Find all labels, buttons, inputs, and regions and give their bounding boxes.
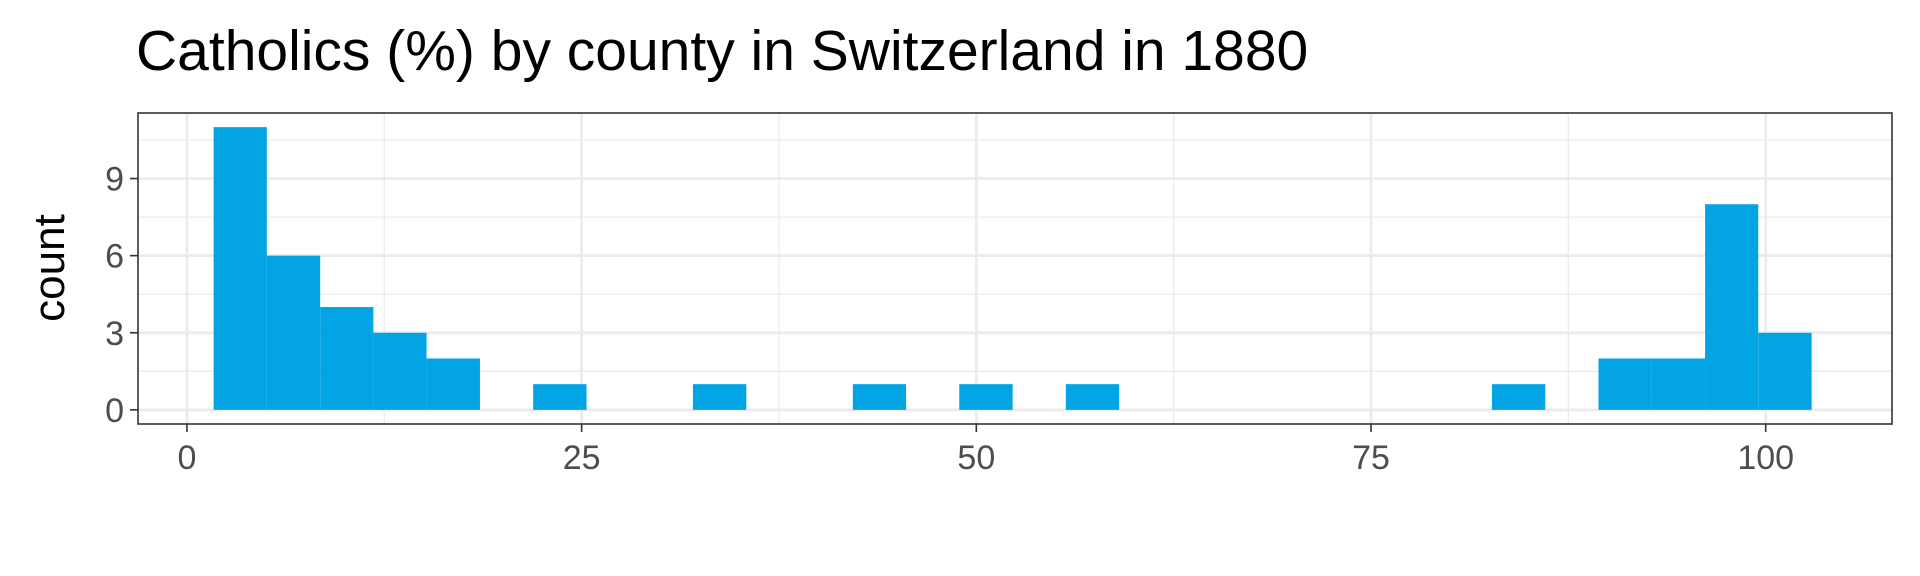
- x-tick-label: 25: [563, 439, 601, 477]
- bar: [1705, 204, 1759, 410]
- bar: [1065, 384, 1120, 410]
- y-tick-label: 6: [105, 238, 124, 276]
- bar: [1651, 358, 1706, 410]
- bar: [959, 384, 1013, 410]
- x-tick-label: 0: [177, 439, 196, 477]
- y-tick-label: 0: [105, 392, 124, 430]
- bar: [213, 127, 267, 410]
- bar: [1598, 358, 1652, 410]
- bar: [266, 255, 321, 410]
- y-axis-label: count: [25, 214, 74, 322]
- y-tick-label: 9: [105, 161, 124, 199]
- bar: [1758, 332, 1812, 410]
- x-tick-label: 75: [1352, 439, 1390, 477]
- y-tick-label: 3: [105, 315, 124, 353]
- x-tick-label: 100: [1737, 439, 1794, 477]
- bar: [373, 332, 427, 410]
- x-tick-label: 50: [957, 439, 995, 477]
- bar: [426, 358, 480, 410]
- panel-border: [137, 112, 1893, 425]
- bar: [533, 384, 587, 410]
- chart-title: Catholics (%) by county in Switzerland i…: [136, 19, 1308, 83]
- bar: [320, 307, 374, 410]
- bar: [692, 384, 747, 410]
- bar: [1491, 384, 1546, 410]
- bar: [852, 384, 907, 410]
